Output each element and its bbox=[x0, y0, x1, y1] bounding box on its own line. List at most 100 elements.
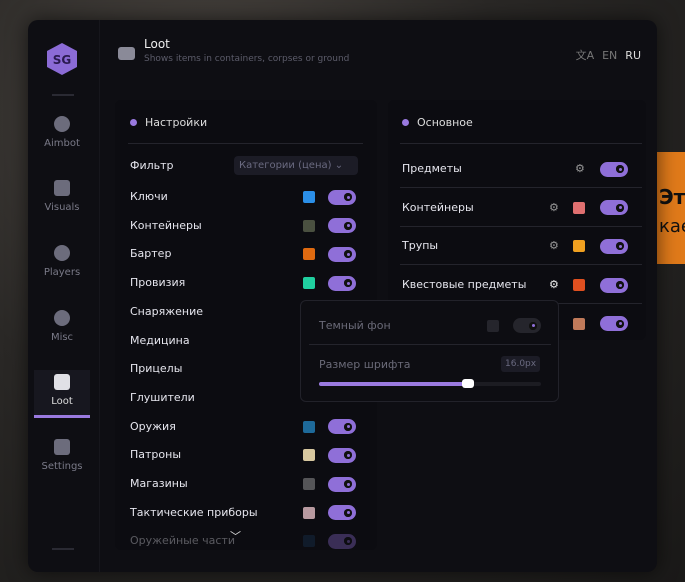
filter-select[interactable]: Категории (цена) ⌄ bbox=[234, 156, 358, 175]
lang-ru[interactable]: RU bbox=[625, 48, 641, 62]
lang-en[interactable]: EN bbox=[602, 48, 618, 62]
color-swatch[interactable] bbox=[303, 191, 315, 203]
logo: SG bbox=[47, 43, 77, 75]
filter-value: Категории (цена) bbox=[239, 160, 332, 171]
main-heading: Основное bbox=[402, 116, 473, 129]
sidebar-item-settings[interactable]: Settings bbox=[34, 435, 90, 483]
dark-bg-color-swatch[interactable] bbox=[487, 320, 499, 332]
sidebar-item-loot[interactable]: Loot bbox=[34, 370, 90, 418]
divider bbox=[400, 264, 642, 266]
loot-category-label: Прицелы bbox=[130, 362, 183, 376]
language-switch: 文A EN RU bbox=[576, 47, 641, 63]
color-swatch[interactable] bbox=[573, 201, 585, 214]
divider bbox=[52, 94, 74, 96]
dark-bg-label: Темный фон bbox=[319, 319, 391, 332]
category-toggle[interactable] bbox=[328, 189, 356, 205]
main-item-toggle[interactable] bbox=[600, 200, 628, 216]
translate-icon: 文A bbox=[575, 49, 595, 62]
label: Misc bbox=[50, 332, 74, 343]
divider bbox=[52, 548, 74, 550]
loot-category-label: Тактические приборы bbox=[130, 505, 258, 519]
heading-text: Настройки bbox=[145, 116, 208, 129]
category-toggle[interactable] bbox=[328, 419, 356, 435]
category-toggle[interactable] bbox=[328, 476, 356, 492]
color-swatch[interactable] bbox=[303, 535, 315, 548]
main-item-label: Трупы bbox=[402, 239, 439, 253]
main-item-toggle[interactable] bbox=[600, 238, 628, 254]
main-item-toggle[interactable] bbox=[600, 161, 628, 177]
item-settings-popup: Темный фон Размер шрифта 16.0px bbox=[300, 300, 559, 402]
sidebar: SG Aimbot Visuals Players Misc Loot Sett… bbox=[28, 20, 100, 572]
divider bbox=[128, 143, 363, 144]
loot-category-label: Патроны bbox=[130, 448, 182, 462]
slider-thumb[interactable] bbox=[461, 379, 474, 388]
alien-icon bbox=[54, 116, 70, 132]
category-toggle[interactable] bbox=[328, 218, 356, 234]
font-size-label: Размер шрифта bbox=[319, 358, 411, 371]
color-swatch[interactable] bbox=[303, 219, 315, 232]
font-size-value: 16.0px bbox=[501, 356, 541, 372]
loot-category-label: Бартер bbox=[130, 247, 172, 261]
color-swatch[interactable] bbox=[573, 240, 585, 253]
list-icon bbox=[54, 439, 70, 455]
color-swatch[interactable] bbox=[573, 317, 585, 330]
category-toggle[interactable] bbox=[328, 505, 356, 521]
loot-category-label: Оружейные части bbox=[130, 534, 235, 548]
svg-text:SG: SG bbox=[53, 53, 72, 67]
gear-icon[interactable]: ⚙ bbox=[575, 162, 585, 175]
sidebar-item-aimbot[interactable]: Aimbot bbox=[34, 112, 90, 160]
color-swatch[interactable] bbox=[303, 277, 315, 290]
users-icon bbox=[54, 245, 70, 261]
color-swatch[interactable] bbox=[303, 248, 315, 261]
category-toggle[interactable] bbox=[328, 533, 356, 549]
color-swatch[interactable] bbox=[303, 506, 315, 519]
diamond-icon bbox=[402, 119, 409, 126]
divider bbox=[309, 344, 551, 345]
font-size-slider[interactable] bbox=[319, 379, 541, 388]
gear-icon bbox=[130, 119, 137, 126]
color-swatch[interactable] bbox=[303, 478, 315, 490]
background-banner: Эт кае bbox=[657, 152, 685, 264]
dark-bg-toggle[interactable] bbox=[513, 318, 541, 333]
slider-fill bbox=[319, 382, 468, 386]
banner-text: Эт bbox=[659, 185, 685, 209]
briefcase-icon bbox=[118, 47, 135, 60]
briefcase-icon bbox=[54, 374, 70, 390]
loot-category-label: Медицина bbox=[130, 333, 190, 347]
main-item-toggle[interactable] bbox=[600, 277, 628, 293]
sidebar-item-misc[interactable]: Misc bbox=[34, 306, 90, 354]
heading-text: Основное bbox=[417, 116, 473, 129]
divider bbox=[400, 187, 642, 188]
loot-category-label: Провизия bbox=[130, 276, 186, 290]
chevron-down-icon: ⌄ bbox=[334, 160, 344, 171]
loot-category-label: Оружия bbox=[130, 419, 176, 433]
scroll-down-chevron-icon[interactable]: ﹀ bbox=[230, 530, 241, 543]
color-swatch[interactable] bbox=[573, 279, 585, 292]
sidebar-item-players[interactable]: Players bbox=[34, 241, 90, 289]
label: Players bbox=[43, 267, 81, 278]
main-item-label: Контейнеры bbox=[402, 200, 474, 214]
sidebar-item-visuals[interactable]: Visuals bbox=[34, 176, 90, 224]
category-toggle[interactable] bbox=[328, 275, 356, 291]
color-swatch[interactable] bbox=[303, 449, 315, 462]
gear-icon[interactable]: ⚙ bbox=[549, 278, 559, 292]
main-item-label: Квестовые предметы bbox=[402, 278, 527, 292]
filter-label: Фильтр bbox=[130, 159, 174, 172]
category-toggle[interactable] bbox=[328, 447, 356, 463]
label: Settings bbox=[41, 461, 83, 472]
loot-category-label: Магазины bbox=[130, 477, 188, 490]
divider bbox=[400, 225, 642, 227]
gear-icon[interactable]: ⚙ bbox=[549, 200, 559, 214]
category-toggle[interactable] bbox=[328, 246, 356, 262]
loot-category-label: Глушители bbox=[130, 390, 195, 404]
main-item-label: Предметы bbox=[402, 162, 462, 175]
main-item-toggle[interactable] bbox=[600, 316, 628, 332]
page-title: Loot bbox=[144, 37, 170, 51]
loot-category-label: Контейнеры bbox=[130, 218, 202, 232]
page-subtitle: Shows items in containers, corpses or gr… bbox=[144, 54, 350, 64]
gear-icon[interactable]: ⚙ bbox=[549, 239, 559, 253]
divider bbox=[400, 143, 642, 144]
label: Aimbot bbox=[44, 138, 80, 149]
color-swatch[interactable] bbox=[303, 420, 315, 433]
vr-headset-icon bbox=[54, 180, 70, 196]
